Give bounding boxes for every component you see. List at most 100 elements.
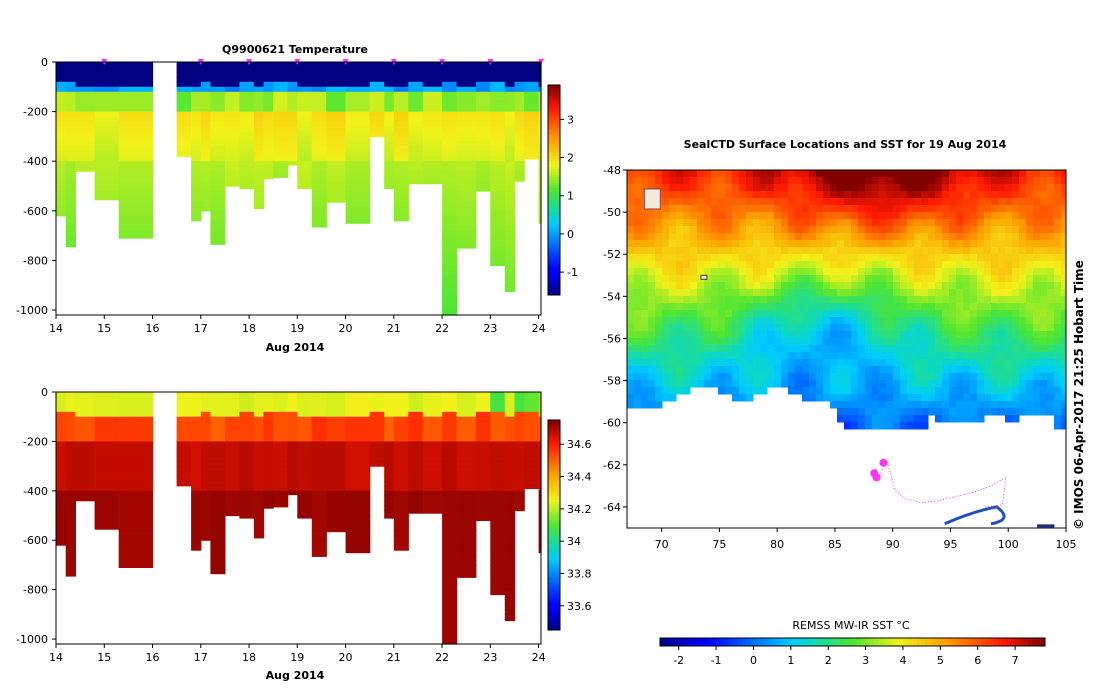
sst-cell bbox=[935, 282, 943, 290]
heatmap-cell bbox=[311, 131, 327, 138]
heatmap-cell bbox=[210, 181, 226, 187]
heatmap-cell bbox=[456, 71, 477, 78]
heatmap-cell bbox=[490, 436, 506, 442]
colorbar-tick-label: 1 bbox=[787, 654, 794, 667]
heatmap-cell bbox=[369, 411, 385, 418]
heatmap-cell bbox=[210, 116, 226, 123]
colorbar-swatch bbox=[548, 163, 560, 167]
sst-cell bbox=[655, 317, 663, 325]
sst-cell bbox=[767, 338, 775, 346]
sst-cell bbox=[998, 254, 1006, 262]
sst-cell bbox=[1054, 282, 1062, 290]
sst-cell bbox=[914, 261, 922, 269]
heatmap-cell bbox=[442, 431, 458, 437]
sst-cell bbox=[879, 233, 887, 241]
sst-cell bbox=[942, 233, 950, 241]
heatmap-cell bbox=[456, 490, 477, 497]
heatmap-cell bbox=[408, 151, 424, 157]
heatmap-cell bbox=[345, 525, 371, 531]
sst-cell bbox=[753, 345, 761, 353]
sst-cell bbox=[725, 170, 733, 178]
sst-cell bbox=[641, 247, 649, 255]
sst-cell bbox=[977, 296, 985, 304]
heatmap-cell bbox=[94, 111, 120, 118]
heatmap-cell bbox=[224, 86, 240, 93]
sst-cell bbox=[795, 296, 803, 304]
heatmap-cell bbox=[297, 436, 313, 442]
sst-cell bbox=[641, 394, 649, 402]
heatmap-cell bbox=[490, 510, 506, 517]
sst-cell bbox=[1012, 324, 1020, 332]
sst-cell bbox=[760, 191, 768, 199]
heatmap-cell bbox=[253, 530, 265, 536]
sst-cell bbox=[690, 191, 698, 199]
colorbar-swatch bbox=[548, 221, 560, 225]
heatmap-cell bbox=[191, 426, 202, 433]
heatmap-cell bbox=[94, 156, 120, 162]
sst-cell bbox=[977, 324, 985, 332]
sst-cell bbox=[732, 310, 740, 318]
y-tick-label: -62 bbox=[603, 459, 621, 472]
sst-cell bbox=[760, 331, 768, 339]
heatmap-cell bbox=[326, 126, 347, 133]
sst-cell bbox=[1026, 205, 1034, 213]
sst-cell bbox=[893, 261, 901, 269]
heatmap-cell bbox=[191, 161, 202, 167]
sst-cell bbox=[1019, 240, 1027, 248]
heatmap-cell bbox=[538, 476, 542, 482]
heatmap-cell bbox=[408, 451, 424, 457]
sst-cell bbox=[984, 317, 992, 325]
sst-cell bbox=[921, 366, 929, 374]
sst-cell bbox=[879, 359, 887, 367]
sst-cell bbox=[1026, 338, 1034, 346]
heatmap-cell bbox=[65, 176, 76, 182]
sst-cell bbox=[1061, 275, 1066, 283]
heatmap-cell bbox=[514, 101, 525, 108]
sst-cell bbox=[935, 226, 943, 234]
sst-cell bbox=[746, 359, 754, 367]
sst-cell bbox=[1047, 380, 1055, 388]
sst-cell bbox=[858, 345, 866, 353]
heatmap-cell bbox=[200, 515, 212, 521]
colorbar-swatch bbox=[997, 638, 1003, 646]
heatmap-cell bbox=[176, 451, 192, 457]
sst-cell bbox=[998, 408, 1006, 416]
sst-cell bbox=[872, 191, 880, 199]
sst-cell bbox=[774, 282, 782, 290]
colorbar-tick-label: 34.2 bbox=[567, 503, 592, 516]
colorbar-swatch bbox=[839, 638, 845, 646]
sst-cell bbox=[984, 184, 992, 192]
heatmap-cell bbox=[456, 161, 477, 167]
sst-cell bbox=[711, 219, 719, 227]
heatmap-cell bbox=[442, 436, 458, 442]
sst-cell bbox=[718, 366, 726, 374]
sst-cell bbox=[781, 205, 789, 213]
colorbar-swatch bbox=[548, 456, 560, 460]
sst-cell bbox=[963, 345, 971, 353]
heatmap-cell bbox=[538, 215, 542, 222]
heatmap-cell bbox=[442, 76, 458, 83]
sst-cell bbox=[718, 310, 726, 318]
heatmap-cell bbox=[514, 392, 525, 398]
heatmap-cell bbox=[345, 146, 371, 152]
colorbar-swatch bbox=[548, 525, 560, 529]
heatmap-cell bbox=[65, 560, 76, 566]
heatmap-cell bbox=[56, 510, 67, 517]
sst-cell bbox=[655, 359, 663, 367]
heatmap-cell bbox=[504, 426, 516, 433]
heatmap-cell bbox=[118, 225, 154, 232]
heatmap-cell bbox=[56, 76, 67, 83]
sst-cell bbox=[879, 289, 887, 297]
sst-cell bbox=[998, 219, 1006, 227]
heatmap-cell bbox=[393, 495, 409, 502]
x-tick-label: 90 bbox=[886, 538, 900, 551]
sst-cell bbox=[928, 226, 936, 234]
sst-cell bbox=[970, 352, 978, 360]
sst-cell bbox=[676, 303, 684, 311]
heatmap-cell bbox=[422, 436, 443, 442]
sst-cell bbox=[648, 317, 656, 325]
heatmap-cell bbox=[514, 126, 525, 133]
sst-cell bbox=[676, 331, 684, 339]
sst-cell bbox=[823, 317, 831, 325]
sst-cell bbox=[788, 282, 796, 290]
